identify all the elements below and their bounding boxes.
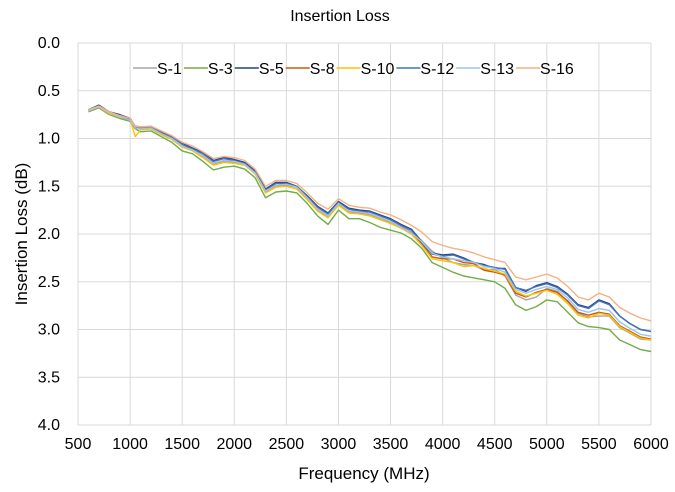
y-tick-label: 4.0 [38, 417, 60, 434]
y-tick-label: 2.5 [38, 274, 60, 291]
axes: 500 1000 1500 2000 2500 3000 3500 4000 4500 5000 5… [38, 35, 669, 453]
x-tick-label: 500 [65, 436, 92, 453]
legend-label: S-8 [310, 61, 335, 78]
series-line-s-13 [88, 106, 652, 337]
series-line-s-3 [88, 107, 652, 353]
legend-label: S-13 [480, 61, 514, 78]
y-tick-label: 3.0 [38, 322, 60, 339]
x-tick-label: 2000 [216, 436, 252, 453]
x-tick-label: 6000 [633, 436, 669, 453]
legend: S-1 S-3 S-5 S-8 S-10 S-12 S-13 S-16 [133, 61, 574, 78]
gridlines [77, 42, 652, 426]
x-tick-label: 5500 [581, 436, 617, 453]
y-tick-label: 3.5 [38, 369, 60, 386]
legend-label: S-1 [157, 61, 182, 78]
x-tick-label: 4000 [425, 436, 461, 453]
series-line-s-16 [88, 105, 652, 322]
x-tick-label: 3500 [373, 436, 409, 453]
x-tick-label: 1500 [164, 436, 200, 453]
y-tick-label: 2.0 [38, 226, 60, 243]
legend-label: S-12 [420, 61, 454, 78]
series-lines [88, 104, 652, 353]
legend-label: S-10 [361, 61, 395, 78]
x-axis-title: Frequency (MHz) [298, 464, 429, 483]
legend-label: S-3 [208, 61, 233, 78]
y-tick-label: 0.5 [38, 83, 60, 100]
chart-title: Insertion Loss [290, 8, 390, 25]
y-tick-label: 0.0 [38, 35, 60, 52]
y-tick-label: 1.5 [38, 178, 60, 195]
x-tick-label: 5000 [529, 436, 565, 453]
legend-label: S-16 [540, 61, 574, 78]
legend-label: S-5 [259, 61, 284, 78]
series-line-s-12 [88, 105, 652, 333]
x-tick-label: 4500 [477, 436, 513, 453]
series-line-s-10 [88, 106, 652, 341]
y-axis-title: Insertion Loss (dB) [12, 163, 31, 306]
x-tick-label: 3000 [321, 436, 357, 453]
x-tick-label: 2500 [269, 436, 305, 453]
y-tick-label: 1.0 [38, 131, 60, 148]
x-tick-label: 1000 [112, 436, 148, 453]
